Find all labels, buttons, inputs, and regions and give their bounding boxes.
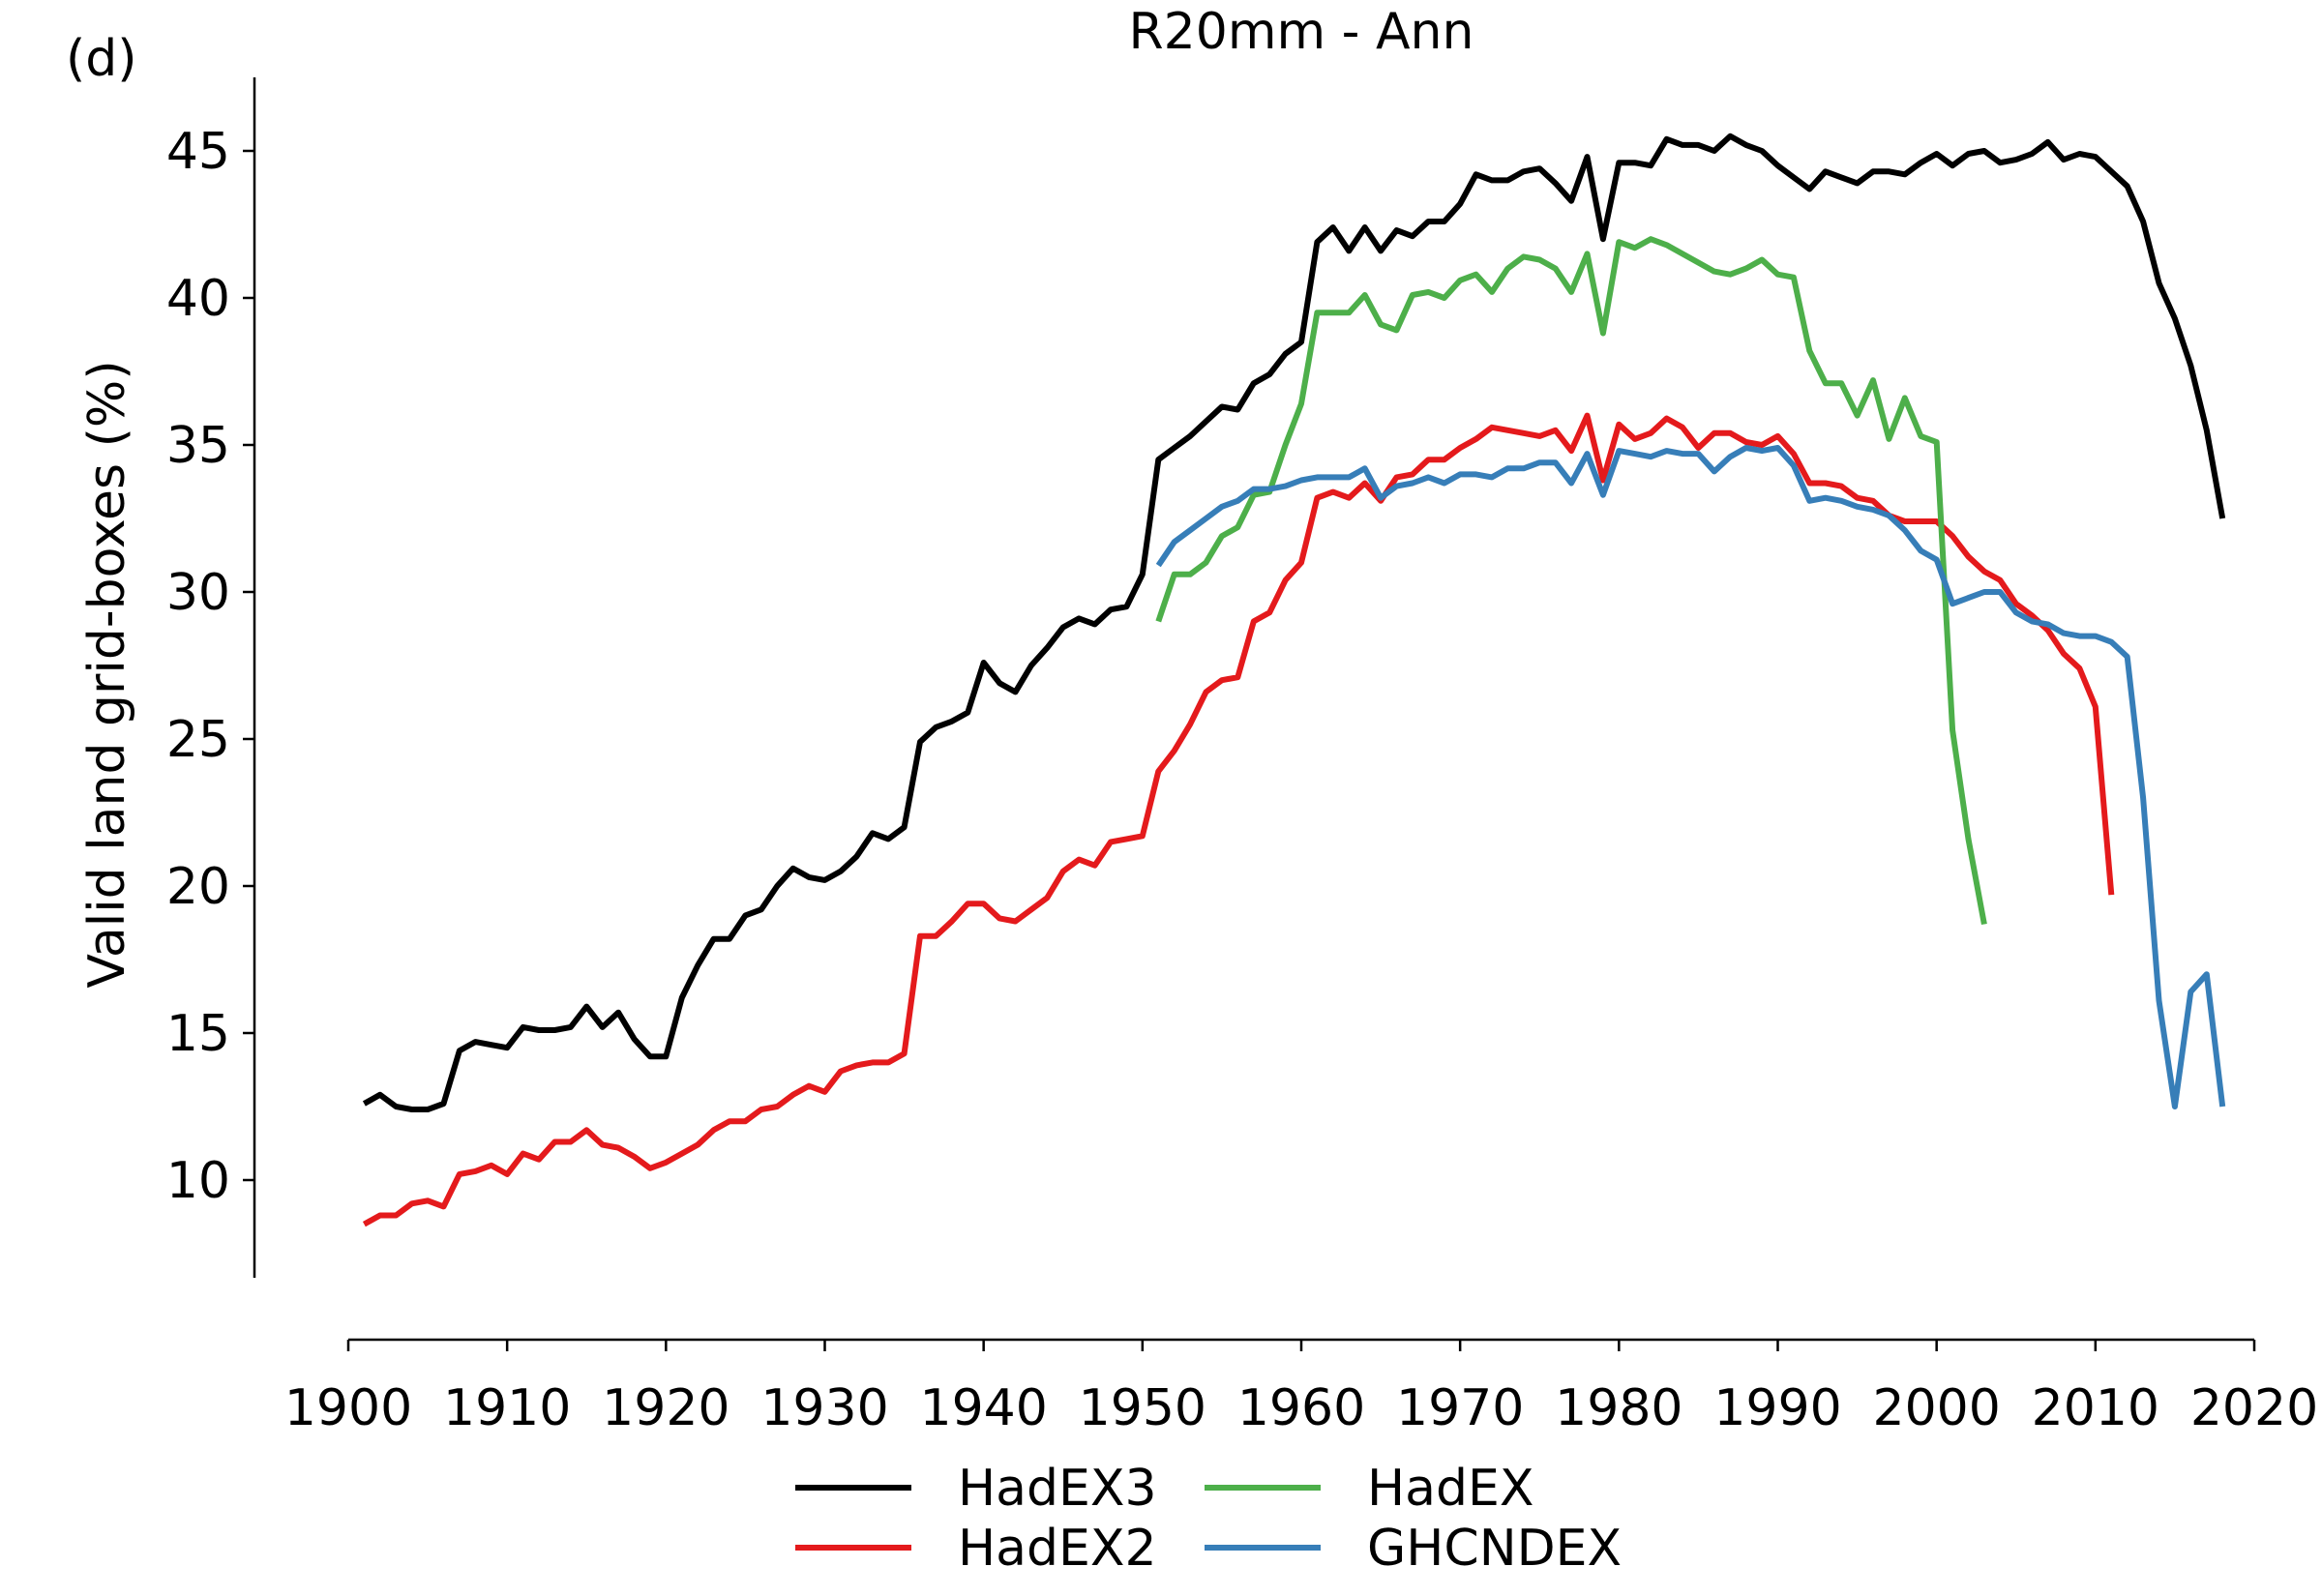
x-tick-label: 1930 bbox=[760, 1379, 888, 1437]
x-tick-label: 1960 bbox=[1237, 1379, 1365, 1437]
x-tick-label: 1940 bbox=[919, 1379, 1047, 1437]
series-line-hadex2 bbox=[362, 412, 2115, 1227]
chart-title: R20mm - Ann bbox=[1129, 3, 1474, 61]
x-tick-label: 1980 bbox=[1555, 1379, 1682, 1437]
x-tick-label: 1910 bbox=[443, 1379, 571, 1437]
y-tick-label: 45 bbox=[166, 123, 230, 181]
x-axis-ticks: 1900 1910 1920 1930 1940 1950 1960 1970 1980 1990… bbox=[284, 1340, 2318, 1437]
x-tick-label: 1900 bbox=[284, 1379, 412, 1437]
x-tick-label: 1990 bbox=[1713, 1379, 1841, 1437]
y-tick-label: 15 bbox=[166, 1005, 230, 1063]
x-tick-label: 1920 bbox=[602, 1379, 729, 1437]
series-line-ghcndex bbox=[1155, 445, 2226, 1109]
legend-label-hadex: HadEX bbox=[1367, 1460, 1533, 1518]
y-tick-label: 25 bbox=[166, 711, 230, 769]
x-tick-label: 1950 bbox=[1079, 1379, 1206, 1437]
series-line-hadex bbox=[1155, 236, 1987, 926]
x-tick-label: 1970 bbox=[1396, 1379, 1524, 1437]
series-line-hadex3 bbox=[362, 133, 2226, 1112]
y-tick-label: 20 bbox=[166, 858, 230, 916]
panel-label: (d) bbox=[66, 30, 137, 88]
legend-label-hadex2: HadEX2 bbox=[958, 1520, 1157, 1578]
x-tick-label: 2000 bbox=[1872, 1379, 2000, 1437]
y-tick-label: 30 bbox=[166, 564, 230, 622]
y-tick-label: 40 bbox=[166, 270, 230, 328]
y-tick-label: 10 bbox=[166, 1152, 230, 1210]
y-tick-label: 35 bbox=[166, 417, 230, 475]
x-tick-label: 2010 bbox=[2032, 1379, 2159, 1437]
legend-label-ghcndex: GHCNDEX bbox=[1367, 1520, 1622, 1578]
x-tick-label: 2020 bbox=[2190, 1379, 2318, 1437]
legend-label-hadex3: HadEX3 bbox=[958, 1460, 1157, 1518]
y-axis-label: Valid land grid-boxes (%) bbox=[78, 360, 136, 988]
y-axis-ticks: 10 15 20 25 30 35 40 45 bbox=[166, 123, 254, 1210]
plot-area bbox=[362, 133, 2226, 1227]
